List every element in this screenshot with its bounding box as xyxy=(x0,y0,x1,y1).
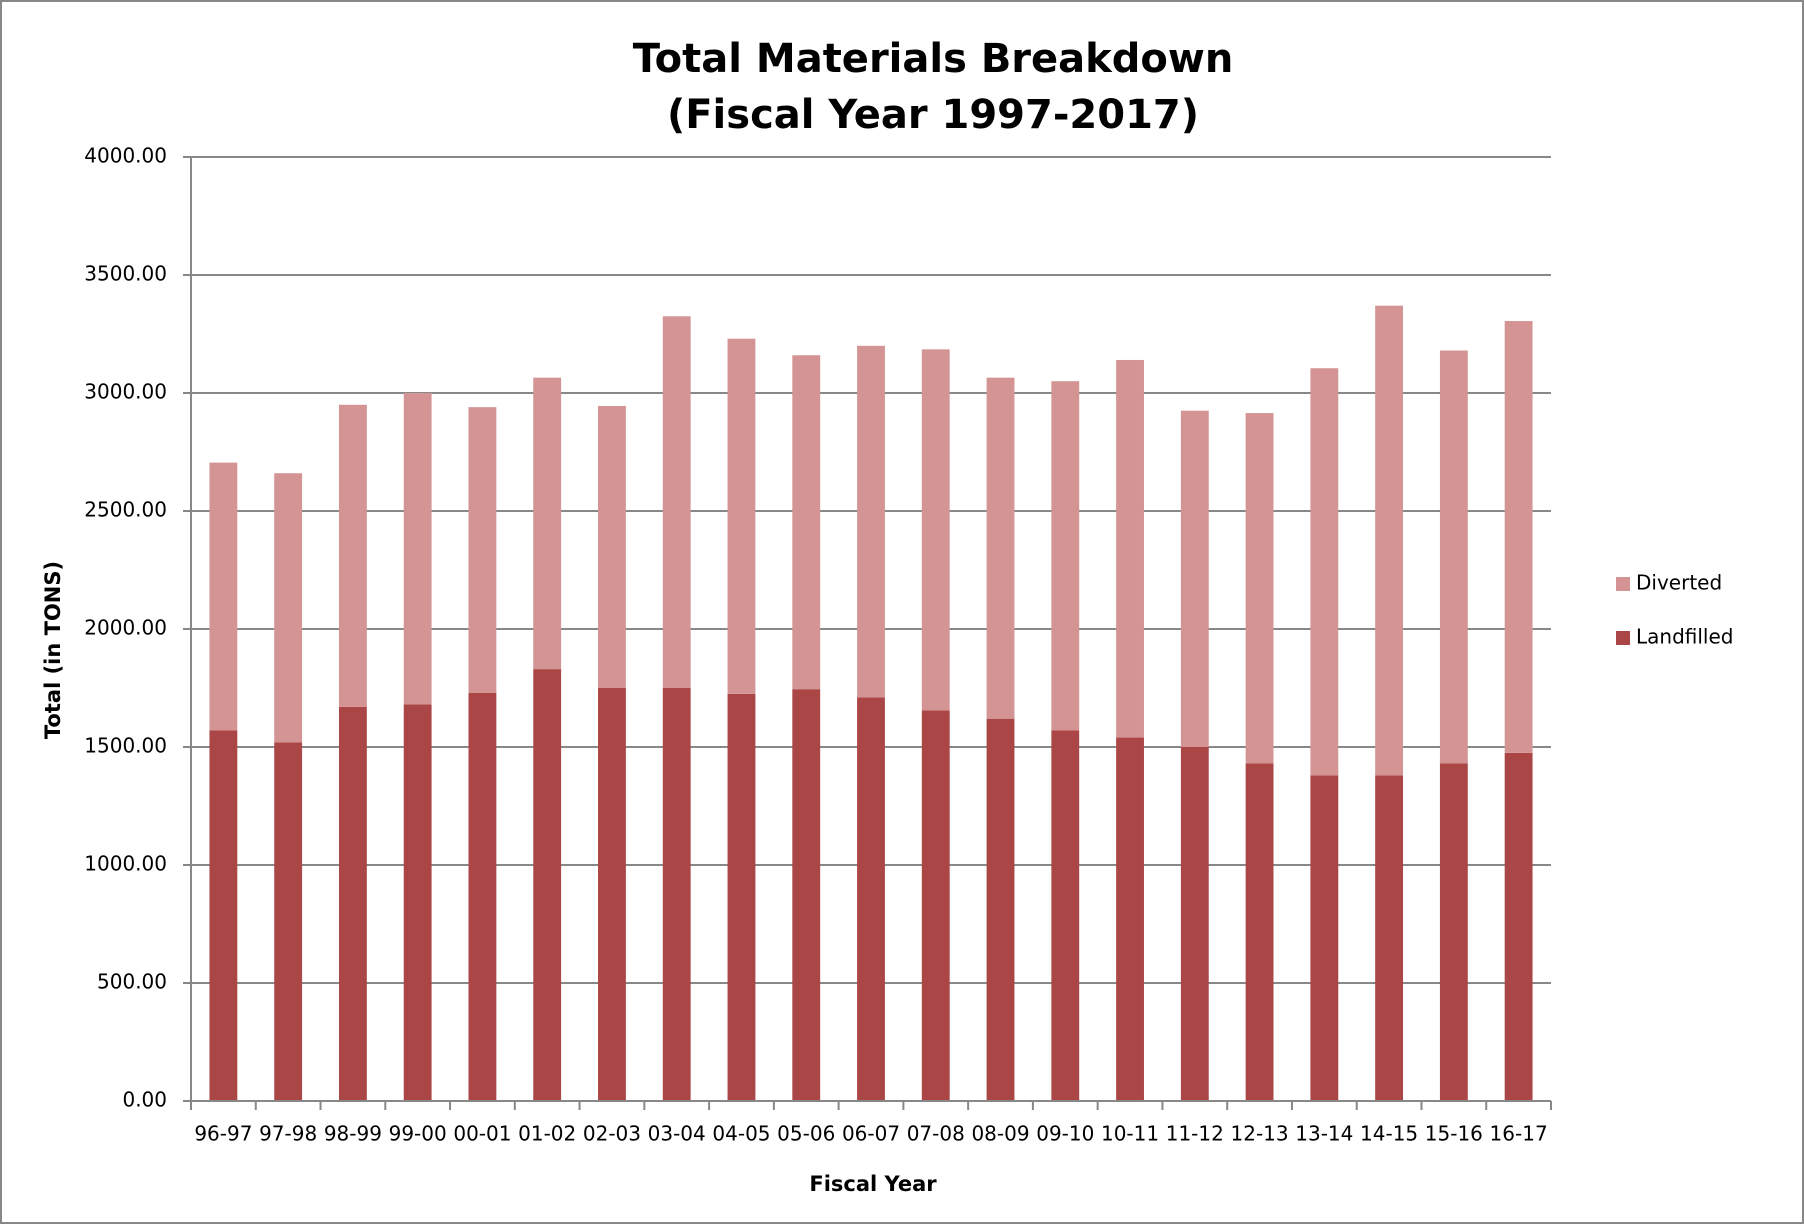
y-tick-label: 1500.00 xyxy=(84,734,167,758)
bar-segment xyxy=(1439,763,1468,1101)
bar-segment xyxy=(921,710,950,1101)
bar-segment xyxy=(1180,410,1209,747)
x-tick-label: 13-14 xyxy=(1295,1122,1353,1146)
x-tick-label: 96-97 xyxy=(194,1122,252,1146)
y-tick-label: 0.00 xyxy=(122,1088,167,1112)
bar-segment xyxy=(986,377,1015,719)
x-axis-title: Fiscal Year xyxy=(809,1172,937,1196)
x-tick-label: 01-02 xyxy=(518,1122,576,1146)
bar-segment xyxy=(727,693,756,1101)
bar-segment xyxy=(1051,730,1080,1101)
x-tick-label: 99-00 xyxy=(389,1122,447,1146)
y-tick-label: 500.00 xyxy=(97,970,167,994)
bar-segment xyxy=(598,688,626,1101)
bar-segment xyxy=(662,316,691,688)
bar-segment xyxy=(986,718,1015,1101)
x-tick-label: 00-01 xyxy=(453,1122,511,1146)
bar-segment xyxy=(921,349,950,711)
y-tick-label: 2000.00 xyxy=(84,616,167,640)
y-tick-label: 4000.00 xyxy=(84,144,167,168)
y-tick-label: 3000.00 xyxy=(84,380,167,404)
bar-segment xyxy=(1439,350,1468,764)
bar-segment xyxy=(857,345,885,698)
x-tick-label: 98-99 xyxy=(324,1122,382,1146)
bar-segment xyxy=(1245,763,1274,1101)
y-axis-title: Total (in TONS) xyxy=(41,561,65,739)
x-tick-label: 14-15 xyxy=(1360,1122,1418,1146)
legend-swatch xyxy=(1616,631,1630,645)
bar-segment xyxy=(792,689,821,1101)
bar-segment xyxy=(274,742,303,1101)
x-tick-label: 10-11 xyxy=(1101,1122,1159,1146)
x-tick-label: 08-09 xyxy=(971,1122,1029,1146)
bar-segment xyxy=(598,405,626,688)
bar-segment xyxy=(338,404,367,707)
legend-label: Landfilled xyxy=(1636,625,1733,649)
bar-segment xyxy=(662,688,691,1101)
bar-segment xyxy=(1504,752,1533,1101)
chart-title: Total Materials Breakdown xyxy=(633,36,1234,82)
bar-segment xyxy=(1116,737,1144,1101)
x-tick-label: 03-04 xyxy=(648,1122,706,1146)
bar-segment xyxy=(209,730,238,1101)
legend-label: Diverted xyxy=(1636,571,1722,595)
bar-segment xyxy=(1375,305,1404,776)
bar-segment xyxy=(533,669,562,1101)
bar-segment xyxy=(727,338,756,694)
bar-segment xyxy=(1310,368,1339,776)
x-tick-label: 02-03 xyxy=(583,1122,641,1146)
bar-segment xyxy=(274,473,303,743)
bar-segment xyxy=(338,706,367,1101)
x-tick-label: 15-16 xyxy=(1425,1122,1483,1146)
bar-segment xyxy=(1310,775,1339,1101)
x-tick-label: 05-06 xyxy=(777,1122,835,1146)
x-tick-label: 97-98 xyxy=(259,1122,317,1146)
x-tick-label: 06-07 xyxy=(842,1122,900,1146)
x-tick-label: 04-05 xyxy=(712,1122,770,1146)
x-tick-label: 07-08 xyxy=(907,1122,965,1146)
x-tick-label: 16-17 xyxy=(1490,1122,1548,1146)
x-tick-label: 12-13 xyxy=(1231,1122,1289,1146)
x-tick-label: 11-12 xyxy=(1166,1122,1224,1146)
bar-segment xyxy=(1375,775,1404,1101)
chart-subtitle: (Fiscal Year 1997-2017) xyxy=(667,92,1199,138)
x-tick-label: 09-10 xyxy=(1036,1122,1094,1146)
bar-segment xyxy=(792,355,821,690)
y-tick-label: 3500.00 xyxy=(84,262,167,286)
bar-segment xyxy=(1245,413,1274,764)
bar-segment xyxy=(1504,321,1533,753)
bar-segment xyxy=(533,377,562,670)
bar-segment xyxy=(857,697,885,1101)
bar-segment xyxy=(209,462,238,731)
bar-segment xyxy=(468,692,497,1101)
bar-segment xyxy=(403,393,432,705)
y-tick-label: 2500.00 xyxy=(84,498,167,522)
bar-segment xyxy=(1116,359,1144,738)
bar-segment xyxy=(403,704,432,1101)
bar-segment xyxy=(1051,381,1080,731)
legend-swatch xyxy=(1616,577,1630,591)
y-tick-label: 1000.00 xyxy=(84,852,167,876)
bar-segment xyxy=(1180,747,1209,1101)
bar-segment xyxy=(468,407,497,693)
